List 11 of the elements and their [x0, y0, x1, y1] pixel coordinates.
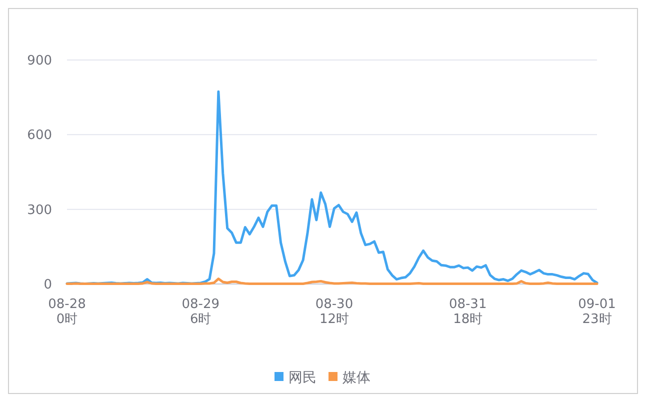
x-tick-label: 08-31 18时 — [448, 297, 487, 327]
x-tick-label: 08-30 12时 — [315, 297, 354, 327]
legend-label: 媒体 — [342, 370, 370, 386]
x-tick-label: 08-29 6时 — [182, 297, 220, 327]
x-tick-label: 09-01 23时 — [578, 297, 616, 327]
x-tick-label: 08-28 0时 — [48, 297, 86, 327]
y-tick-label: 600 — [27, 128, 52, 144]
legend-label: 网民 — [288, 370, 316, 386]
y-tick-label: 900 — [27, 54, 52, 68]
y-tick-label: 0 — [44, 278, 52, 292]
y-tick-label: 300 — [27, 202, 52, 218]
